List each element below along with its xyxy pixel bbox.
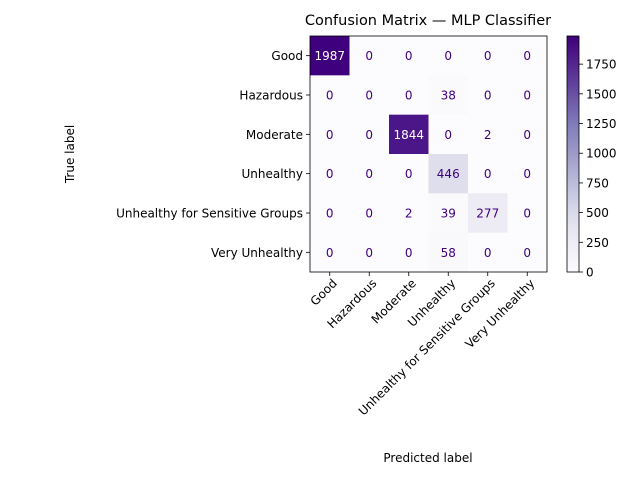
colorbar-tick-label: 250 — [586, 236, 609, 250]
y-axis-ticks: Good Hazardous Moderate Unhealthy Unhealthy … — [116, 49, 310, 260]
y-tick-label: Unhealthy — [242, 167, 303, 181]
cell-value-label: 0 — [484, 246, 492, 260]
colorbar-tick-label: 500 — [586, 206, 609, 220]
cell-value-label: 58 — [441, 246, 456, 260]
cell-value-label: 0 — [326, 207, 334, 221]
cell-value-label: 0 — [365, 49, 373, 63]
heatmap-cell — [507, 36, 548, 76]
cell-value-label: 0 — [484, 49, 492, 63]
heatmap-cell — [428, 75, 469, 116]
cell-value-label: 39 — [441, 207, 456, 221]
cell-value-label: 0 — [444, 49, 452, 63]
cell-value-label: 0 — [365, 207, 373, 221]
cell-value-label: 0 — [523, 49, 531, 63]
heatmap-cell — [349, 75, 390, 116]
heatmap-cell — [389, 232, 429, 273]
cell-value-label: 0 — [365, 246, 373, 260]
heatmap-cell — [468, 154, 508, 194]
y-tick-label: Unhealthy for Sensitive Groups — [116, 207, 303, 221]
y-tick-label: Very Unhealthy — [211, 246, 303, 260]
heatmap-cell — [428, 154, 469, 194]
heatmap-cell — [349, 154, 390, 194]
heatmap-cell-labels: 1987 0 0 0 0 0 0 0 0 38 0 0 0 0 1844 0 2 0 0 0 0 446 0 0 0 0 2 39 27… — [314, 49, 531, 260]
cell-value-label: 0 — [523, 89, 531, 103]
heatmap-cell — [310, 75, 350, 116]
heatmap-cell — [349, 193, 390, 234]
heatmap-cell — [507, 193, 548, 234]
cell-value-label: 1844 — [393, 128, 424, 142]
colorbar-tick-label: 0 — [586, 266, 594, 280]
heatmap-cell — [349, 232, 390, 273]
heatmap-cell — [507, 154, 548, 194]
cell-value-label: 2 — [405, 207, 413, 221]
colorbar-ticks: 0 250 500 750 1000 1250 1500 1750 — [579, 58, 617, 280]
colorbar-tick-label: 1000 — [586, 147, 617, 161]
cell-value-label: 0 — [523, 246, 531, 260]
heatmap-cell — [310, 114, 350, 155]
cell-value-label: 0 — [405, 246, 413, 260]
heatmap-cell — [349, 36, 390, 76]
cell-value-label: 0 — [365, 128, 373, 142]
chart-title: Confusion Matrix — MLP Classifier — [305, 13, 551, 29]
cell-value-label: 38 — [441, 89, 456, 103]
cell-value-label: 0 — [405, 49, 413, 63]
y-tick-label: Good — [271, 49, 303, 63]
cell-value-label: 0 — [326, 246, 334, 260]
cell-value-label: 0 — [365, 89, 373, 103]
cell-value-label: 0 — [365, 167, 373, 181]
heatmap-cell — [468, 193, 508, 234]
heatmap-cell — [310, 154, 350, 194]
colorbar — [566, 35, 580, 273]
heatmap-cell — [310, 193, 350, 234]
heatmap-cell — [468, 114, 508, 155]
heatmap-cell — [310, 232, 350, 273]
colorbar-tick-label: 1500 — [586, 87, 617, 101]
cell-value-label: 0 — [484, 167, 492, 181]
heatmap-cell — [428, 193, 469, 234]
heatmap-cell — [507, 75, 548, 116]
heatmap-cell — [507, 232, 548, 273]
cell-value-label: 0 — [523, 207, 531, 221]
y-axis-label: True label — [63, 125, 77, 184]
cell-value-label: 0 — [484, 89, 492, 103]
heatmap-cell — [389, 75, 429, 116]
heatmap-cell — [389, 154, 429, 194]
heatmap-cell — [468, 36, 508, 76]
x-axis-label: Predicted label — [383, 451, 472, 465]
heatmap-cell — [389, 36, 429, 76]
cell-value-label: 2 — [484, 128, 492, 142]
cell-value-label: 0 — [523, 167, 531, 181]
cell-value-label: 0 — [444, 128, 452, 142]
cell-value-label: 1987 — [314, 49, 345, 63]
heatmap-cell — [428, 232, 469, 273]
heatmap-cell — [389, 193, 429, 234]
heatmap-cells — [310, 36, 548, 273]
cell-value-label: 0 — [326, 167, 334, 181]
cell-value-label: 277 — [476, 207, 499, 221]
heatmap-cell — [468, 75, 508, 116]
y-tick-label: Moderate — [246, 128, 303, 142]
cell-value-label: 0 — [326, 128, 334, 142]
colorbar-tick-label: 1750 — [586, 58, 617, 72]
cell-value-label: 0 — [405, 89, 413, 103]
heatmap-cell — [468, 232, 508, 273]
heatmap-cell — [507, 114, 548, 155]
heatmap-cell — [428, 36, 469, 76]
heatmap-cell — [310, 36, 350, 76]
colorbar-tick-label: 750 — [586, 176, 609, 190]
y-tick-label: Hazardous — [239, 89, 303, 103]
heatmap-cell — [428, 114, 469, 155]
plot-frame — [309, 35, 548, 273]
cell-value-label: 0 — [523, 128, 531, 142]
cell-value-label: 0 — [405, 167, 413, 181]
heatmap-cell — [389, 114, 429, 155]
colorbar-tick-label: 1250 — [586, 117, 617, 131]
heatmap-cell — [349, 114, 390, 155]
cell-value-label: 446 — [437, 167, 460, 181]
cell-value-label: 0 — [326, 89, 334, 103]
